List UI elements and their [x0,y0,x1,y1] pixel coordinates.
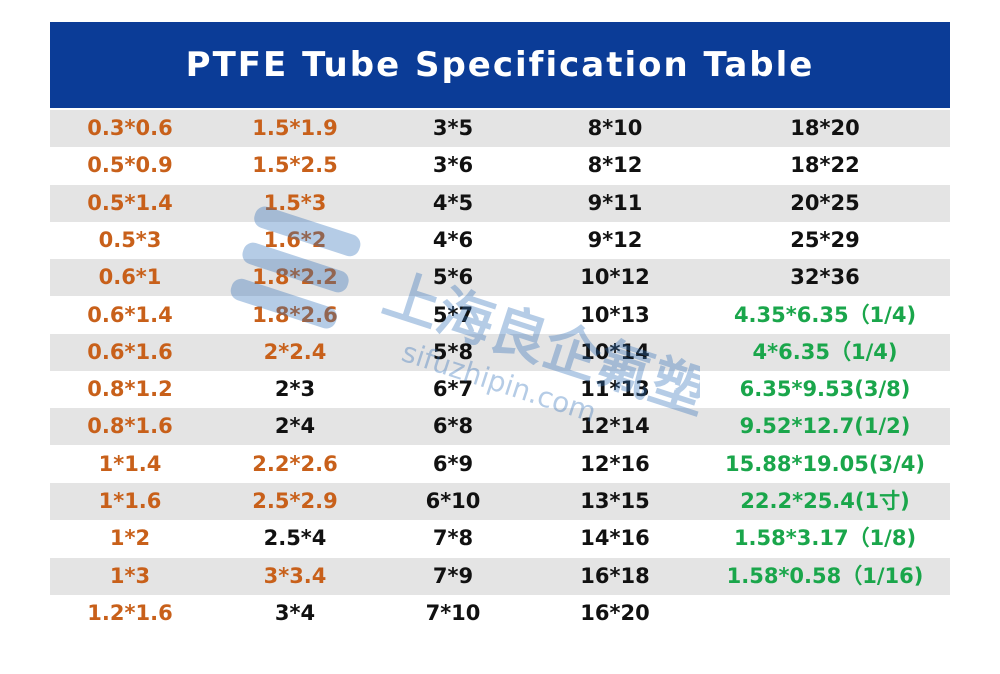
table-row: 0.8*1.6 2*4 6*8 12*14 9.52*12.7(1/2) [50,408,950,446]
table-cell: 1.8*2.2 [252,265,338,290]
table-cell: 5*6 [432,265,474,290]
table-cell: 6*8 [432,414,474,439]
table-row: 1*3 3*3.4 7*9 16*18 1.58*0.58（1/16) [50,557,950,595]
header-title: PTFE Tube Specification Table [50,22,950,108]
table-cell: 1*1.4 [98,451,162,476]
table-cell: 10*13 [580,302,650,327]
table-cell: 3*4 [274,600,316,625]
table-cell: 0.5*0.9 [87,153,173,178]
table-cell: 20*25 [790,190,860,215]
table-cell: 6.35*9.53(3/8) [739,377,911,402]
table-row: 1*1.4 2.2*2.6 6*9 12*16 15.88*19.05(3/4) [50,446,950,483]
table-row: 1*2 2.5*4 7*8 14*16 1.58*3.17（1/8) [50,520,950,557]
table-cell: 3*5 [432,116,474,140]
table-cell: 1*2 [109,526,151,551]
table-cell: 16*20 [580,600,650,625]
table-cell: 2*2.4 [263,339,327,364]
table-cell: 16*18 [580,563,650,588]
table-row: 0.6*1.4 1.8*2.6 5*7 10*13 4.35*6.35（1/4) [50,297,950,334]
table-cell: 2.5*4 [263,526,327,551]
table-cell: 0.8*1.6 [87,414,173,439]
table-cell: 11*13 [580,377,650,402]
table-cell: 1.5*1.9 [252,116,338,140]
table-cell: 25*29 [790,227,860,252]
table-row: 1.2*1.6 3*4 7*10 16*20 [50,595,950,632]
table-cell: 6*10 [425,489,481,513]
table-row: 0.8*1.2 2*3 6*7 11*13 6.35*9.53(3/8) [50,371,950,408]
table-cell: 0.6*1.4 [87,302,173,327]
table-cell: 2*4 [274,414,316,439]
table-cell: 12*16 [580,451,650,476]
table-row: 0.5*1.4 1.5*3 4*5 9*11 20*25 [50,184,950,222]
table-cell: 14*16 [580,526,650,551]
table-cell: 0.5*3 [98,227,162,252]
table-cell: 18*20 [790,116,860,140]
table-cell: 1.5*2.5 [252,153,338,178]
table-row: 0.6*1.6 2*2.4 5*8 10*14 4*6.35（1/4) [50,333,950,371]
table-cell: 1.2*1.6 [87,600,173,625]
table-cell: 13*15 [580,489,650,513]
table-cell: 18*22 [790,153,860,178]
table-cell: 1.58*0.58（1/16) [726,563,924,588]
table-cell: 6*9 [432,451,474,476]
table-cell: 10*14 [580,339,650,364]
table-cell: 8*12 [587,153,643,178]
table-cell: 4*5 [432,190,474,215]
table-cell: 4*6 [432,227,474,252]
table-cell: 7*10 [425,600,481,625]
table-cell: 9.52*12.7(1/2) [739,414,911,439]
table-cell: 9*11 [587,190,643,215]
table-cell: 1*1.6 [98,489,162,513]
table-cell: 5*8 [432,339,474,364]
table-row: 1*1.6 2.5*2.9 6*10 13*15 22.2*25.4(1寸) [50,483,950,520]
table-cell: 1.5*3 [263,190,327,215]
table-cell: 32*36 [790,265,860,290]
table-cell: 2.5*2.9 [252,489,338,513]
table-cell: 0.6*1.6 [87,339,173,364]
table-cell: 2.2*2.6 [252,451,338,476]
table-cell: 0.3*0.6 [87,116,173,140]
table-cell: 9*12 [587,227,643,252]
table-cell: 0.6*1 [98,265,162,290]
table-cell: 2*3 [274,377,316,402]
table-row: 0.5*3 1.6*2 4*6 9*12 25*29 [50,222,950,259]
table-cell: 0.5*1.4 [87,190,173,215]
table-cell: 1.8*2.6 [252,302,338,327]
table-cell: 1.6*2 [263,227,327,252]
table-row: 0.5*0.9 1.5*2.5 3*6 8*12 18*22 [50,147,950,184]
table-cell: 12*14 [580,414,650,439]
table-cell: 1*3 [109,563,151,588]
table-cell: 4.35*6.35（1/4) [733,302,917,327]
table-cell: 5*7 [432,302,474,327]
table-cell: 4*6.35（1/4) [752,339,898,364]
table-row: 0.6*1 1.8*2.2 5*6 10*12 32*36 [50,259,950,297]
table-row: 0.3*0.6 1.5*1.9 3*5 8*10 18*20 [50,110,950,147]
table-cell: 22.2*25.4(1寸) [740,489,910,513]
table-cell: 7*8 [432,526,474,551]
table-cell: 3*6 [432,153,474,178]
table-cell: 0.8*1.2 [87,377,173,402]
table-cell: 10*12 [580,265,650,290]
table-cell: 8*10 [587,116,643,140]
table-cell: 1.58*3.17（1/8) [733,526,917,551]
table-cell: 6*7 [432,377,474,402]
table-cell: 3*3.4 [263,563,327,588]
table-cell: 7*9 [432,563,474,588]
table-cell: 15.88*19.05(3/4) [725,451,925,476]
